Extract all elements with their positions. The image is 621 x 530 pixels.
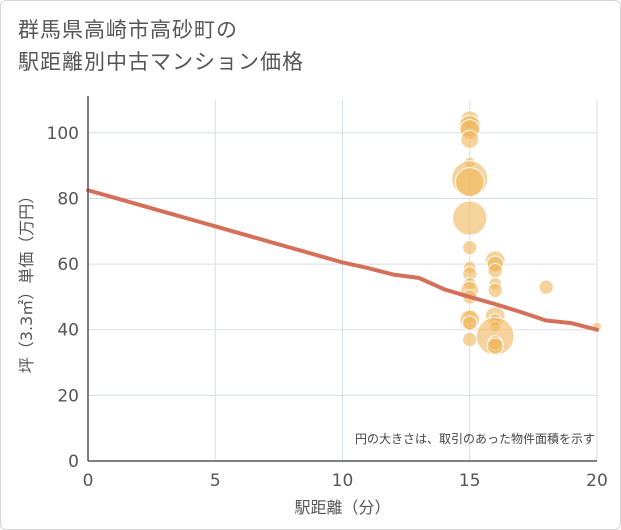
data-bubble — [454, 167, 485, 197]
y-tick-label: 20 — [57, 386, 79, 406]
size-annotation: 円の大きさは、取引のあった物件面積を示す — [355, 431, 595, 446]
y-tick-label: 40 — [57, 321, 79, 341]
x-axis-title: 駅距離（分） — [294, 498, 390, 517]
axes — [87, 96, 597, 462]
data-bubble — [462, 315, 478, 331]
x-tick-label: 10 — [332, 471, 354, 491]
data-bubble — [462, 331, 478, 348]
x-tick-label: 5 — [210, 471, 221, 491]
trend-series — [86, 188, 599, 332]
chart-title-line-2: 駅距離別中古マンション価格 — [18, 50, 304, 74]
y-tick-label: 80 — [57, 189, 79, 209]
data-bubble — [460, 129, 480, 149]
tick-labels: 0 5 10 15 20 0 20 40 60 80 100 — [47, 124, 608, 491]
data-bubble — [538, 279, 554, 295]
x-tick-label: 20 — [586, 471, 608, 491]
data-bubble — [487, 262, 503, 279]
trend-line — [86, 188, 599, 332]
chart-title: 群馬県高崎市高砂町の 駅距離別中古マンション価格 — [18, 14, 578, 78]
x-tick-label: 0 — [83, 471, 94, 491]
chart-title-line-1: 群馬県高崎市高砂町の — [18, 18, 238, 42]
y-tick-label: 100 — [47, 124, 79, 144]
y-axis-title: 坪（3.3㎡）単価（万円） — [17, 188, 36, 373]
grid-lines — [88, 100, 598, 461]
x-tick-label: 15 — [459, 471, 481, 491]
y-tick-label: 0 — [68, 452, 79, 472]
data-bubble — [452, 200, 488, 236]
data-bubble — [486, 337, 504, 355]
y-tick-label: 60 — [57, 255, 79, 275]
bubble-series — [451, 110, 602, 356]
data-bubble — [487, 282, 503, 299]
data-bubble — [462, 239, 478, 256]
